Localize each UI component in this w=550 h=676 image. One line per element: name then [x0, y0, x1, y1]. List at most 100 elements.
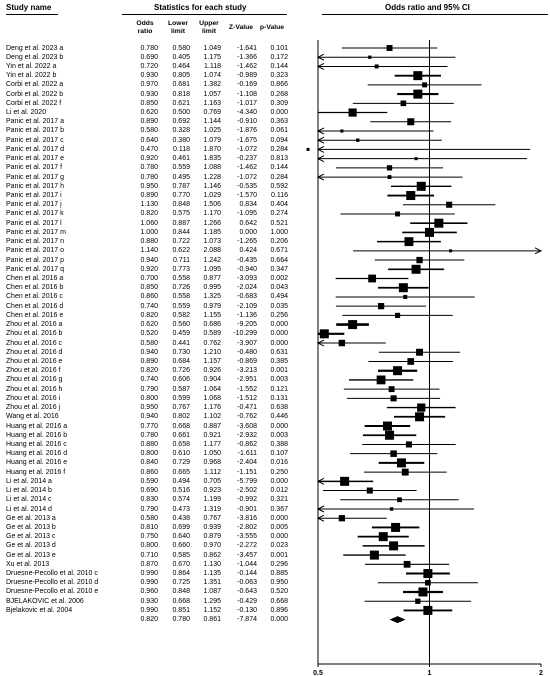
- lower-limit-cell: 0.559: [172, 164, 190, 172]
- study-name-cell: Ge et al. 2013 a: [6, 514, 56, 522]
- point-estimate: [396, 458, 406, 468]
- z-value-cell: 0.000: [239, 228, 257, 236]
- lower-limit-cell: 0.558: [172, 293, 190, 301]
- upper-limit-cell: 1.175: [203, 53, 221, 61]
- upper-limit-cell: 1.112: [204, 468, 221, 476]
- upper-limit-cell: 0.767: [203, 514, 221, 522]
- upper-limit-cell: 1.135: [203, 570, 221, 578]
- point-estimate: [407, 118, 415, 126]
- ci-arrow-left: [316, 339, 325, 347]
- lower-limit-cell: 0.802: [172, 413, 190, 421]
- odds-ratio-cell: 0.930: [140, 90, 158, 98]
- point-estimate: [376, 375, 386, 385]
- z-value-cell: -0.643: [237, 588, 257, 596]
- study-name-cell: Yin et al. 2022 b: [6, 72, 57, 80]
- z-value-cell: -10.299: [233, 330, 257, 338]
- lower-limit-cell: 0.729: [172, 459, 190, 467]
- upper-limit-cell: 0.887: [203, 422, 221, 430]
- upper-limit-cell: 1.325: [203, 293, 221, 301]
- upper-limit-header: Upper limit: [199, 20, 219, 35]
- z-value-cell: -1.641: [237, 44, 257, 52]
- odds-ratio-cell: 0.780: [140, 44, 158, 52]
- z-value-cell: -3.457: [237, 551, 257, 559]
- lower-limit-cell: 0.805: [172, 72, 190, 80]
- point-estimate: [395, 211, 401, 217]
- z-value-cell: -0.063: [237, 579, 257, 587]
- study-name-cell: Li et al. 2014 b: [6, 487, 52, 495]
- study-name-cell: Panic et al. 2017 k: [6, 210, 64, 218]
- study-name-underline: [6, 14, 58, 15]
- point-estimate: [387, 175, 392, 180]
- z-value-cell: -1.675: [237, 136, 257, 144]
- p-value-cell: 0.101: [270, 44, 288, 52]
- z-value-cell: -0.862: [237, 440, 257, 448]
- p-value-cell: 1.000: [270, 228, 288, 236]
- study-name-cell: Panic et al. 2017 e: [6, 155, 64, 163]
- lower-limit-cell: 0.661: [172, 431, 190, 439]
- odds-ratio-cell: 0.870: [140, 560, 158, 568]
- study-name-cell: Zhou et al. 2016 g: [6, 376, 63, 384]
- lower-limit-cell: 0.575: [172, 210, 190, 218]
- study-name-cell: Chen et al. 2016 e: [6, 311, 64, 319]
- odds-ratio-cell: 0.930: [140, 72, 158, 80]
- study-name-cell: Wang et al. 2016: [6, 413, 59, 421]
- odds-ratio-cell: 0.700: [140, 275, 158, 282]
- upper-limit-cell: 0.923: [203, 487, 221, 495]
- p-value-cell: 0.885: [270, 570, 288, 578]
- ci-arrow-left: [316, 155, 325, 163]
- table-header: Study name Statistics for each study Odd…: [0, 0, 550, 42]
- upper-limit-cell: 1.506: [203, 201, 221, 209]
- study-name-cell: Li et al. 2014 a: [6, 477, 52, 485]
- p-value-cell: 0.000: [270, 109, 288, 117]
- odds-ratio-cell: 0.720: [140, 62, 158, 70]
- ci-arrow-left: [316, 477, 325, 485]
- point-estimate: [416, 256, 423, 264]
- point-estimate: [368, 55, 372, 59]
- point-estimate: [395, 312, 401, 318]
- point-estimate: [348, 320, 358, 330]
- study-name-cell: Zhou et al. 2016 f: [6, 367, 61, 375]
- point-estimate: [386, 45, 393, 51]
- z-value-cell: -0.130: [237, 606, 257, 614]
- p-value-cell: 0.121: [270, 385, 288, 393]
- study-name-header: Study name: [6, 3, 52, 12]
- lower-limit-cell: 0.640: [172, 533, 190, 541]
- lower-limit-cell: 0.730: [172, 348, 190, 356]
- upper-limit-cell: 1.228: [203, 173, 221, 181]
- upper-limit-cell: 0.968: [203, 459, 221, 467]
- point-estimate: [425, 227, 434, 237]
- p-value-cell: 0.363: [270, 118, 288, 126]
- point-estimate: [389, 541, 399, 551]
- lower-limit-cell: 0.681: [172, 81, 190, 89]
- lower-limit-cell: 0.726: [172, 284, 190, 292]
- point-estimate: [377, 303, 385, 310]
- point-estimate: [393, 366, 403, 376]
- study-name-cell: Huang et al. 2016 c: [6, 440, 67, 448]
- p-value-cell: 0.043: [270, 284, 288, 292]
- study-name-cell: Huang et al. 2016 f: [6, 468, 66, 476]
- study-name-cell: Chen et al. 2016 c: [6, 293, 63, 301]
- upper-limit-cell: 0.877: [203, 275, 221, 282]
- x-tick-label: 0.5: [313, 670, 323, 676]
- lower-limit-cell: 0.574: [172, 496, 190, 504]
- z-value-cell: -0.940: [237, 265, 257, 273]
- p-value-cell: 0.388: [270, 440, 288, 448]
- lower-limit-cell: 0.726: [172, 367, 190, 375]
- upper-limit-cell: 1.049: [203, 44, 221, 52]
- z-value-cell: -1.876: [237, 127, 257, 135]
- ci-arrow-right: [534, 247, 543, 255]
- point-estimate: [319, 329, 329, 339]
- ci-arrow-left: [316, 514, 325, 522]
- study-name-cell: Zhou et al. 2016 i: [6, 394, 61, 402]
- statistics-underline: [122, 14, 287, 15]
- study-name-cell: Panic et al. 2017 h: [6, 182, 64, 190]
- z-value-cell: -1.570: [237, 192, 257, 200]
- lower-limit-cell: 0.770: [172, 192, 190, 200]
- ci-arrow-left: [316, 53, 325, 61]
- odds-ratio-cell: 0.770: [140, 422, 158, 430]
- p-value-cell: 0.671: [270, 247, 288, 255]
- upper-limit-cell: 0.862: [203, 551, 221, 559]
- point-estimate: [413, 89, 423, 99]
- p-value-cell: 0.000: [270, 330, 288, 338]
- study-name-cell: Corbi et al. 2022 f: [6, 99, 62, 107]
